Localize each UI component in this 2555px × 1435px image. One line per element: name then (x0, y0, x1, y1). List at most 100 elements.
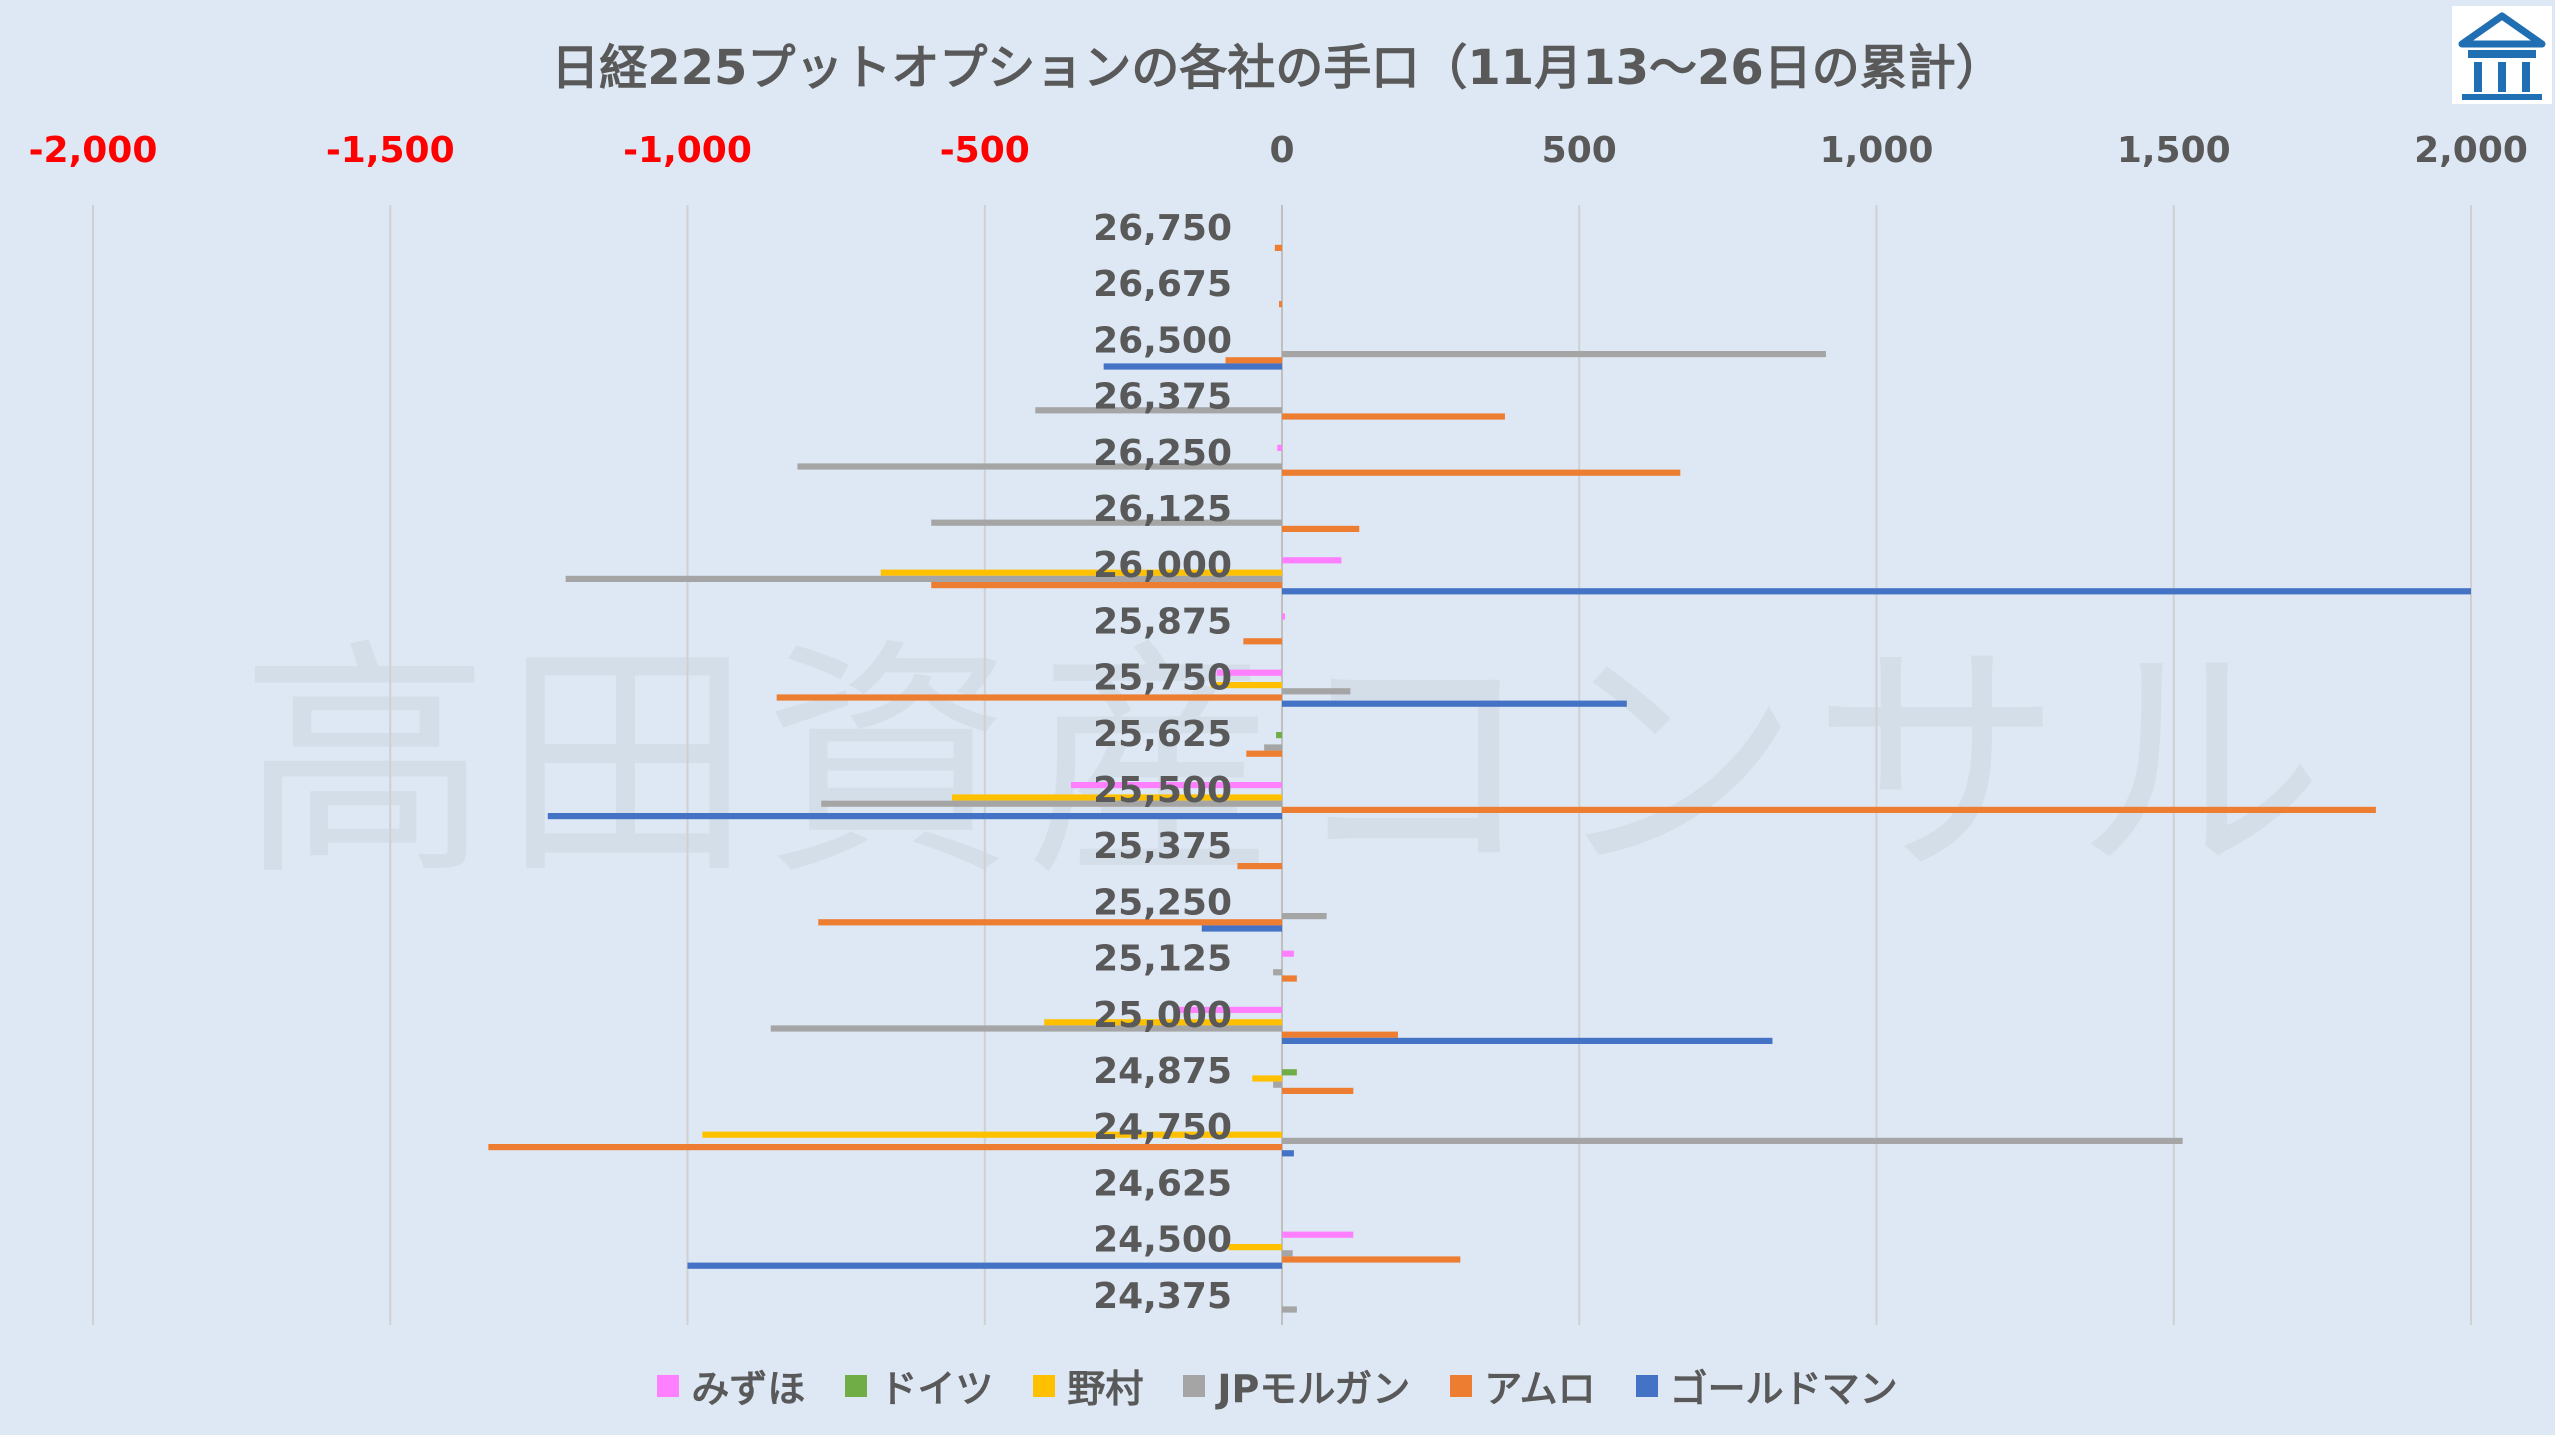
bar-5-16 (1282, 1150, 1294, 1157)
category-label: 26,000 (1093, 545, 1232, 586)
bar-0-10 (1070, 782, 1282, 789)
category-label: 25,125 (1093, 939, 1232, 980)
x-tick-label: -1,500 (326, 130, 455, 171)
legend-label: ドイツ (879, 1367, 994, 1411)
bar-4-3 (1282, 413, 1505, 420)
legend-item: 野村 (1033, 1358, 1143, 1413)
category-label: 25,750 (1093, 658, 1232, 699)
bar-4-10 (1282, 806, 2376, 813)
category-labels: 26,750 26,675 26,500 26,375 26,250 26,125 26,0… (1093, 208, 1232, 1317)
bar-5-6 (1282, 588, 2471, 595)
chart-title: 日経225プットオプションの各社の手口（11月13～26日の累計） (551, 40, 2004, 96)
legend-swatch (1033, 1374, 1056, 1397)
category-label: 26,250 (1093, 433, 1232, 474)
legend-item: JPモルガン (1183, 1358, 1410, 1413)
bar-3-13 (1273, 969, 1282, 976)
category-label: 24,875 (1093, 1051, 1232, 1092)
bar-2-14 (1044, 1019, 1282, 1026)
legend-swatch (1635, 1374, 1658, 1397)
category-label: 24,625 (1093, 1163, 1232, 1204)
legend-swatch (845, 1374, 868, 1397)
bar-3-10 (821, 800, 1282, 807)
legend-swatch (1183, 1374, 1206, 1397)
category-label: 26,500 (1093, 320, 1232, 361)
bar-5-2 (1103, 363, 1282, 370)
bar-2-10 (952, 794, 1282, 801)
bar-4-1 (1279, 301, 1282, 308)
bar-4-0 (1274, 244, 1282, 251)
brand-logo-icon (2452, 6, 2552, 104)
legend-item: みずほ (657, 1358, 805, 1413)
legend-swatch (657, 1374, 680, 1397)
bar-4-12 (818, 919, 1282, 926)
category-label: 26,375 (1093, 377, 1232, 418)
x-tick-label: -2,000 (29, 130, 158, 171)
category-label: 25,375 (1093, 826, 1232, 867)
bar-3-9 (1264, 744, 1282, 751)
category-label: 25,500 (1093, 770, 1232, 811)
bar-2-18 (1228, 1244, 1282, 1251)
bar-4-9 (1246, 750, 1282, 757)
category-label: 25,000 (1093, 995, 1232, 1036)
bar-3-15 (1273, 1081, 1282, 1088)
bar-1-9 (1276, 732, 1282, 739)
bar-3-3 (1035, 407, 1282, 414)
legend-label: みずほ (691, 1367, 806, 1411)
x-axis-tick-labels: -2,000 -1,500 -1,000 -500 0 500 1,000 1,500 2,00… (29, 130, 2528, 171)
bar-4-2 (1225, 357, 1282, 364)
category-label: 24,500 (1093, 1220, 1232, 1261)
bar-4-15 (1282, 1087, 1354, 1094)
x-tick-label: 0 (1269, 130, 1294, 171)
bar-0-7 (1282, 613, 1285, 620)
bar-3-14 (770, 1025, 1282, 1032)
bar-0-8 (1216, 669, 1282, 676)
bar-0-18 (1282, 1231, 1354, 1238)
bar-4-5 (1282, 525, 1360, 532)
bar-4-6 (931, 582, 1282, 589)
bar-4-14 (1282, 1031, 1398, 1038)
x-tick-label: 500 (1542, 130, 1617, 171)
bar-3-5 (931, 519, 1282, 526)
bar-5-12 (1201, 925, 1282, 932)
bar-3-12 (1282, 913, 1327, 920)
bar-4-13 (1282, 975, 1297, 982)
bar-0-6 (1282, 557, 1342, 564)
legend-label: アムロ (1484, 1367, 1596, 1411)
category-label: 26,125 (1093, 489, 1232, 530)
bar-3-19 (1282, 1306, 1297, 1313)
category-label: 26,675 (1093, 264, 1232, 305)
bar-3-18 (1282, 1250, 1293, 1257)
bar-4-16 (488, 1144, 1282, 1151)
bar-4-8 (776, 694, 1282, 701)
bar-5-8 (1282, 700, 1627, 707)
category-label: 26,750 (1093, 208, 1232, 249)
legend-item: アムロ (1450, 1358, 1596, 1413)
bar-3-8 (1282, 688, 1351, 695)
bar-2-6 (880, 569, 1282, 576)
bar-2-15 (1252, 1075, 1282, 1082)
bar-3-16 (1282, 1137, 2183, 1144)
category-label: 25,625 (1093, 714, 1232, 755)
gridlines (92, 205, 2472, 1325)
bar-2-16 (702, 1131, 1282, 1138)
bar-5-18 (687, 1262, 1282, 1269)
bar-1-15 (1282, 1069, 1297, 1076)
bar-4-7 (1243, 638, 1282, 645)
bar-3-6 (565, 575, 1282, 582)
bar-3-2 (1282, 351, 1826, 358)
bar-0-13 (1282, 950, 1294, 957)
bar-0-4 (1277, 444, 1282, 451)
category-label: 25,250 (1093, 882, 1232, 923)
bars (488, 244, 2471, 1313)
category-label: 24,750 (1093, 1107, 1232, 1148)
legend-swatch (1450, 1374, 1473, 1397)
category-label: 24,375 (1093, 1276, 1232, 1317)
bar-4-4 (1282, 469, 1681, 476)
bar-3-4 (797, 463, 1282, 470)
x-tick-label: -500 (940, 130, 1030, 171)
legend-item: ドイツ (845, 1358, 993, 1413)
legend: みずほ ドイツ 野村 JPモルガン アムロ ゴールドマン (0, 1358, 2555, 1413)
x-tick-label: 2,000 (2414, 130, 2528, 171)
